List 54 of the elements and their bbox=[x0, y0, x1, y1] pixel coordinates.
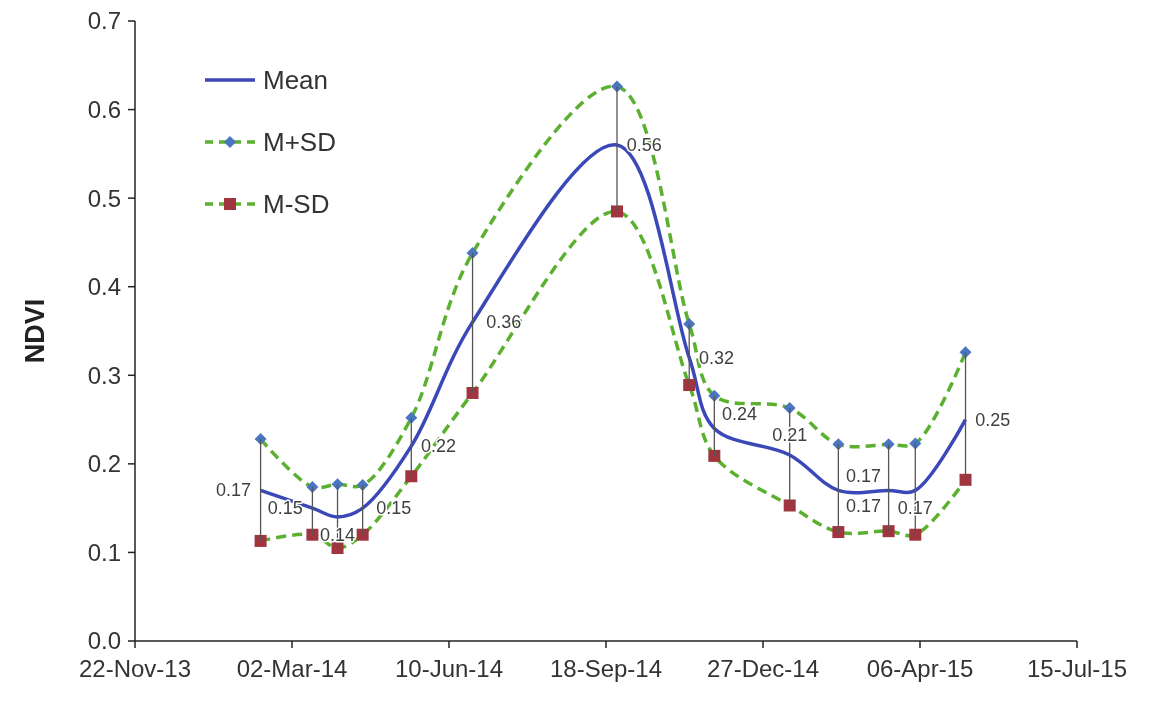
point bbox=[254, 433, 267, 446]
point bbox=[708, 389, 721, 402]
point bbox=[783, 499, 796, 512]
x-tick-label: 10-Jun-14 bbox=[394, 655, 504, 682]
data-label: 0.15 bbox=[267, 498, 303, 519]
y-tick-label: 0.2 bbox=[87, 450, 121, 478]
point bbox=[708, 449, 721, 462]
point bbox=[306, 480, 319, 493]
y-tick-label: 0.1 bbox=[87, 538, 121, 566]
point bbox=[306, 528, 319, 541]
point bbox=[254, 534, 267, 547]
point bbox=[683, 379, 696, 392]
data-label: 0.24 bbox=[722, 404, 758, 425]
point bbox=[466, 247, 479, 260]
point bbox=[832, 438, 845, 451]
data-label: 0.17 bbox=[215, 480, 251, 501]
y-tick-label: 0.0 bbox=[87, 627, 121, 655]
y-axis-title: NDVI bbox=[20, 298, 50, 364]
point bbox=[356, 479, 369, 492]
data-label: 0.25 bbox=[975, 409, 1011, 430]
y-tick-label: 0.3 bbox=[87, 361, 121, 389]
point bbox=[909, 437, 922, 450]
x-tick-label: 22-Nov-13 bbox=[78, 655, 192, 682]
legend-label: M-SD bbox=[263, 189, 330, 220]
y-tick-label: 0.4 bbox=[87, 273, 121, 301]
point bbox=[683, 317, 696, 330]
point bbox=[356, 528, 369, 541]
data-label: 0.32 bbox=[698, 347, 734, 368]
x-tick-label: 06-Apr-15 bbox=[866, 655, 974, 682]
point bbox=[882, 438, 895, 451]
point bbox=[405, 411, 418, 424]
point bbox=[909, 528, 922, 541]
y-tick-label: 0.5 bbox=[87, 184, 121, 212]
data-label: 0.17 bbox=[846, 466, 882, 487]
data-label: 0.17 bbox=[845, 496, 881, 517]
x-tick-label: 02-Mar-14 bbox=[236, 655, 348, 682]
point bbox=[959, 346, 972, 359]
legend-label: M+SD bbox=[263, 127, 336, 158]
legend-label: Mean bbox=[263, 65, 329, 96]
point bbox=[466, 387, 479, 399]
y-tick-label: 0.7 bbox=[87, 7, 121, 35]
y-tick-label: 0.6 bbox=[87, 95, 121, 123]
x-tick-label: 18-Sep-14 bbox=[549, 655, 663, 682]
point bbox=[331, 478, 344, 491]
x-tick-label: 15-Jul-15 bbox=[1026, 655, 1128, 682]
data-label: 0.22 bbox=[421, 436, 457, 457]
point bbox=[959, 473, 972, 486]
point bbox=[610, 205, 623, 218]
data-label: 0.15 bbox=[376, 498, 412, 519]
point bbox=[832, 526, 845, 539]
point bbox=[783, 402, 796, 415]
x-tick-label: 27-Dec-14 bbox=[706, 655, 820, 682]
point bbox=[882, 525, 895, 538]
point bbox=[405, 470, 418, 483]
